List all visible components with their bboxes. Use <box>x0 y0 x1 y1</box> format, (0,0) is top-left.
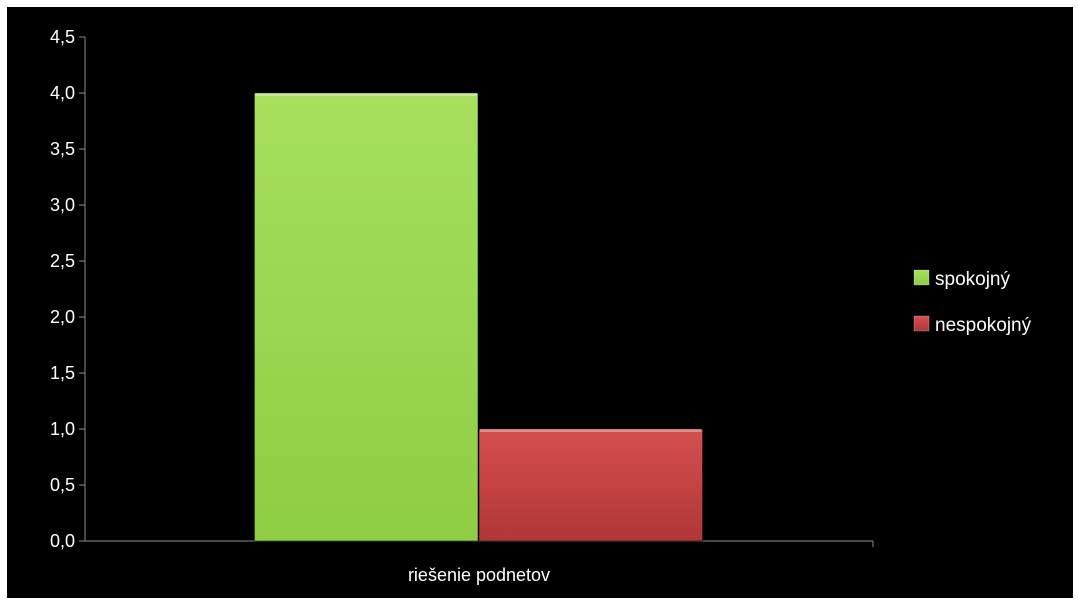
y-tick-label: 0,0 <box>50 531 75 551</box>
y-tick-label: 4,5 <box>50 27 75 47</box>
y-tick-label: 3,0 <box>50 195 75 215</box>
y-tick-label: 1,5 <box>50 363 75 383</box>
y-axis: 0,0 0,5 1,0 1,5 2,0 2,5 3,0 3,5 4,0 4,5 <box>50 27 86 551</box>
legend-swatch <box>913 315 930 332</box>
y-tick-label: 4,0 <box>50 83 75 103</box>
legend-label: nespokojný <box>935 315 1032 336</box>
legend-swatch <box>913 269 930 286</box>
legend: spokojný nespokojný <box>913 269 1032 336</box>
x-axis: riešenie podnetov <box>85 540 874 585</box>
bar-spokojný <box>254 92 479 542</box>
bar-chart: 0,0 0,5 1,0 1,5 2,0 2,5 3,0 3,5 4,0 4,5 riešenie … <box>50 27 1032 585</box>
chart-frame: 0,0 0,5 1,0 1,5 2,0 2,5 3,0 3,5 4,0 4,5 riešenie … <box>7 7 1073 598</box>
y-tick-label: 3,5 <box>50 139 75 159</box>
bars <box>254 92 703 542</box>
y-tick-label: 2,5 <box>50 251 75 271</box>
bar-nespokojný <box>478 428 703 542</box>
legend-label: spokojný <box>935 269 1010 290</box>
bar-highlight <box>480 429 702 432</box>
y-tick-label: 0,5 <box>50 475 75 495</box>
x-category-label: riešenie podnetov <box>408 565 550 585</box>
y-tick-label: 2,0 <box>50 307 75 327</box>
bar-highlight <box>255 93 477 96</box>
y-tick-label: 1,0 <box>50 419 75 439</box>
